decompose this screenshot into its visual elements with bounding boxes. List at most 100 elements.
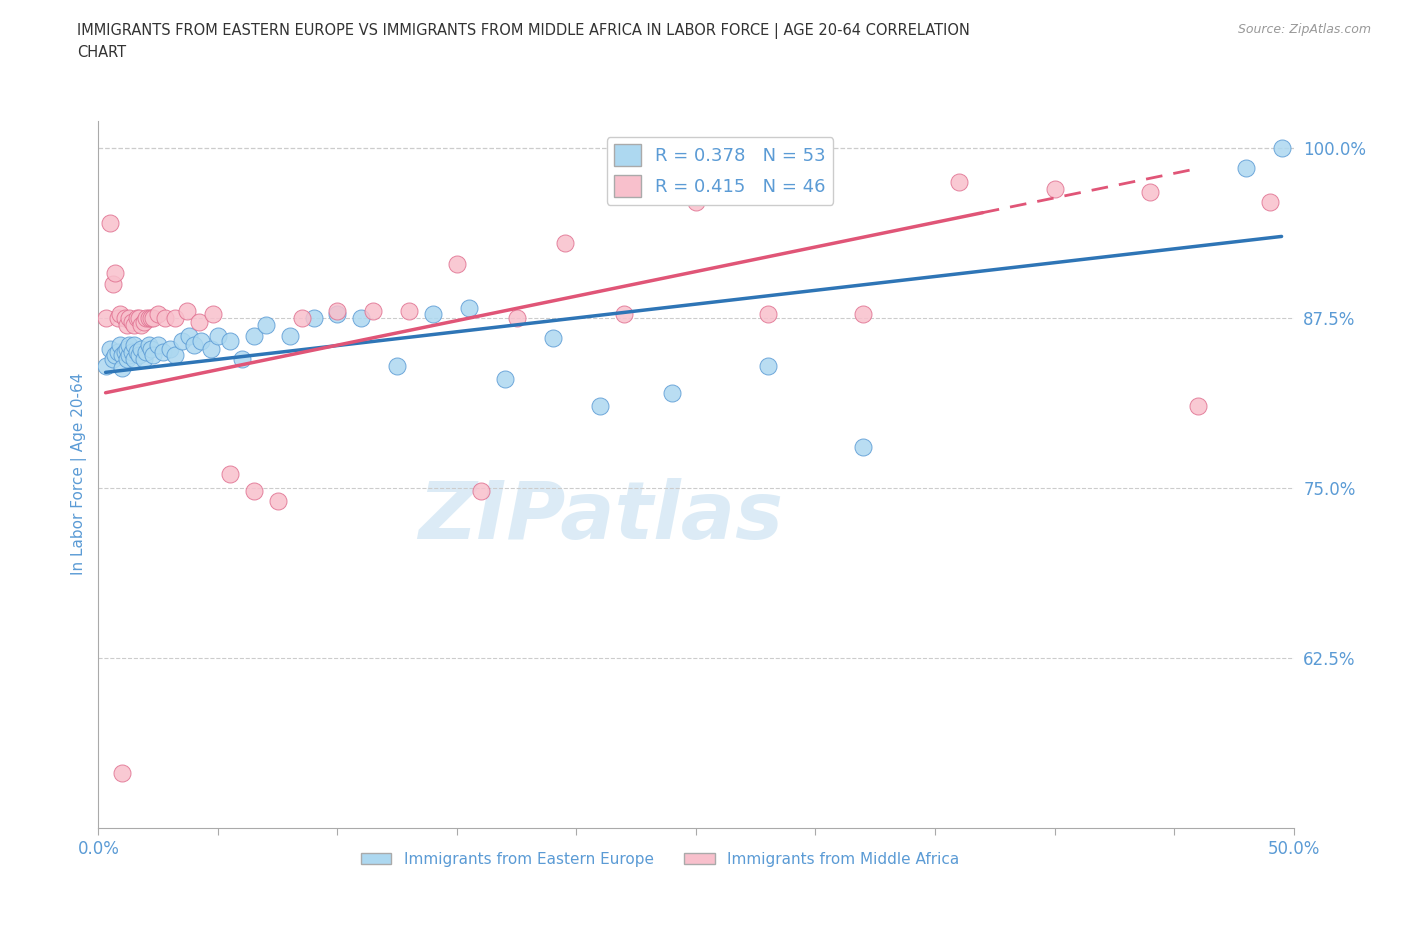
Point: [135, 344, 157, 359]
Point: [176, 304, 198, 319]
Point: [458, 301, 481, 316]
Point: [138, 338, 160, 352]
Point: [267, 494, 290, 509]
Point: [202, 307, 225, 322]
Point: [756, 358, 779, 373]
Point: [108, 307, 131, 322]
Point: [139, 311, 162, 325]
Point: [124, 352, 146, 366]
Point: [1271, 140, 1294, 155]
Point: [115, 342, 138, 357]
Point: [121, 314, 143, 329]
Point: [155, 311, 177, 325]
Point: [98, 342, 122, 357]
Point: [163, 311, 186, 325]
Point: [142, 311, 165, 325]
Text: CHART: CHART: [77, 45, 127, 60]
Point: [135, 311, 157, 325]
Point: [852, 307, 875, 322]
Point: [111, 766, 134, 781]
Point: [125, 311, 148, 325]
Point: [219, 334, 242, 349]
Point: [589, 399, 612, 414]
Point: [104, 266, 127, 281]
Point: [111, 361, 134, 376]
Text: IMMIGRANTS FROM EASTERN EUROPE VS IMMIGRANTS FROM MIDDLE AFRICA IN LABOR FORCE |: IMMIGRANTS FROM EASTERN EUROPE VS IMMIGR…: [77, 23, 970, 39]
Point: [231, 352, 253, 366]
Point: [152, 344, 174, 359]
Point: [148, 307, 170, 322]
Point: [661, 385, 683, 400]
Point: [132, 314, 155, 329]
Point: [398, 304, 420, 319]
Point: [148, 338, 170, 352]
Point: [494, 372, 516, 387]
Point: [219, 467, 242, 482]
Point: [422, 307, 444, 322]
Point: [1258, 195, 1281, 210]
Point: [363, 304, 385, 319]
Point: [118, 311, 141, 325]
Point: [159, 342, 181, 357]
Point: [125, 344, 148, 359]
Point: [254, 317, 277, 332]
Point: [179, 328, 201, 343]
Point: [685, 195, 707, 210]
Point: [124, 338, 146, 352]
Point: [1187, 399, 1209, 414]
Point: [131, 342, 153, 357]
Point: [139, 342, 162, 357]
Point: [124, 317, 146, 332]
Point: [756, 307, 779, 322]
Point: [291, 311, 314, 325]
Point: [114, 311, 136, 325]
Point: [94, 358, 117, 373]
Point: [326, 307, 349, 322]
Point: [187, 314, 209, 329]
Point: [243, 328, 266, 343]
Point: [101, 352, 124, 366]
Point: [108, 338, 131, 352]
Point: [506, 311, 529, 325]
Point: [541, 331, 564, 346]
Point: [326, 304, 349, 319]
Point: [107, 344, 129, 359]
Point: [554, 236, 576, 251]
Point: [190, 334, 212, 349]
Point: [385, 358, 409, 373]
Point: [470, 484, 492, 498]
Point: [118, 338, 141, 352]
Point: [111, 347, 134, 362]
Point: [852, 440, 875, 455]
Text: Source: ZipAtlas.com: Source: ZipAtlas.com: [1237, 23, 1371, 36]
Point: [138, 311, 160, 325]
Point: [350, 311, 373, 325]
Point: [121, 344, 143, 359]
Text: ZIPatlas: ZIPatlas: [418, 478, 783, 556]
Point: [131, 317, 153, 332]
Point: [132, 352, 155, 366]
Point: [613, 307, 636, 322]
Point: [128, 347, 150, 362]
Point: [200, 342, 222, 357]
Point: [1139, 184, 1161, 199]
Point: [302, 311, 325, 325]
Point: [163, 347, 186, 362]
Y-axis label: In Labor Force | Age 20-64: In Labor Force | Age 20-64: [72, 373, 87, 576]
Point: [115, 352, 138, 366]
Point: [446, 256, 468, 271]
Point: [128, 311, 150, 325]
Point: [1234, 161, 1257, 176]
Point: [172, 334, 194, 349]
Point: [1043, 181, 1066, 196]
Point: [107, 311, 129, 325]
Point: [115, 317, 138, 332]
Point: [94, 311, 117, 325]
Point: [948, 175, 970, 190]
Point: [278, 328, 301, 343]
Point: [114, 344, 136, 359]
Point: [101, 276, 124, 291]
Point: [118, 347, 141, 362]
Point: [104, 347, 127, 362]
Point: [183, 338, 205, 352]
